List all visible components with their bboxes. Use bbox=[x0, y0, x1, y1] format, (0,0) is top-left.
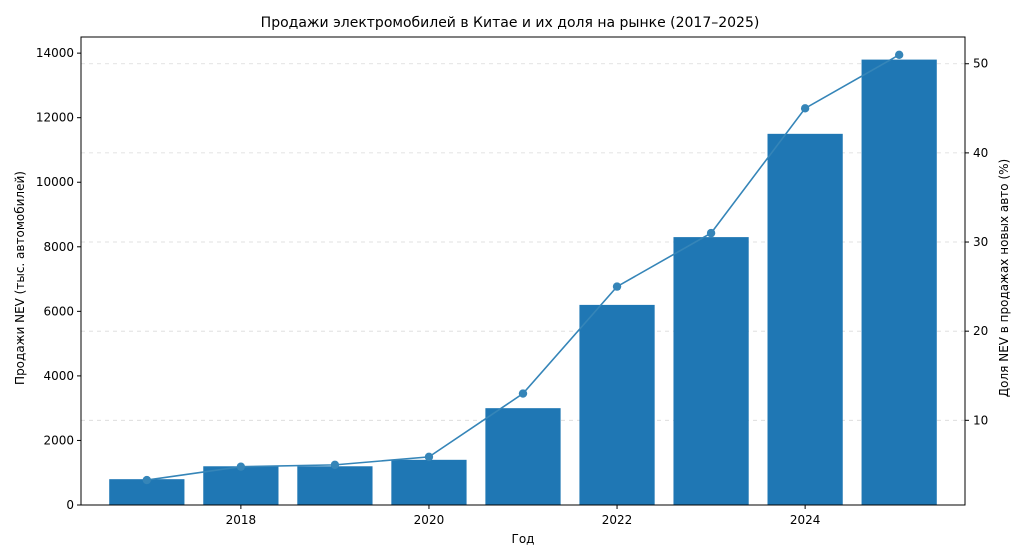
y2-tick-label: 30 bbox=[973, 235, 988, 249]
x-tick-label: 2022 bbox=[602, 513, 633, 527]
y-tick-label: 6000 bbox=[43, 304, 74, 318]
y-tick-label: 12000 bbox=[36, 111, 74, 125]
share-point bbox=[612, 282, 622, 291]
share-point bbox=[236, 462, 246, 471]
y2-axis-label: Доля NEV в продажах новых авто (%) bbox=[997, 159, 1011, 397]
share-point bbox=[518, 389, 528, 398]
bar bbox=[861, 59, 937, 505]
x-axis-label: Год bbox=[512, 532, 535, 546]
y-axis-label: Продажи NEV (тыс. автомобилей) bbox=[13, 171, 27, 385]
y-tick-label: 10000 bbox=[36, 175, 74, 189]
share-point bbox=[800, 104, 810, 113]
x-tick-label: 2018 bbox=[226, 513, 257, 527]
share-line bbox=[142, 50, 904, 485]
share-point bbox=[894, 50, 904, 60]
bars bbox=[109, 59, 937, 506]
axes bbox=[80, 36, 966, 506]
y2-tick-label: 20 bbox=[973, 324, 988, 338]
x-tick-label: 2020 bbox=[414, 513, 445, 527]
y2-tick-label: 10 bbox=[973, 413, 988, 427]
x-tick-label: 2024 bbox=[790, 513, 821, 527]
chart-title: Продажи электромобилей в Китае и их доля… bbox=[261, 15, 760, 31]
ticks: 2018 2020 2022 2024 0 2000 4000 6000 8000 10000 12… bbox=[36, 46, 988, 527]
y-tick-label: 14000 bbox=[36, 46, 74, 60]
y-tick-label: 2000 bbox=[43, 433, 74, 447]
share-point bbox=[330, 460, 340, 470]
bar bbox=[767, 133, 843, 506]
share-point bbox=[424, 452, 434, 462]
y2-tick-label: 40 bbox=[973, 146, 988, 160]
bar bbox=[485, 408, 561, 505]
y-tick-label: 0 bbox=[66, 498, 74, 512]
bar bbox=[391, 459, 467, 505]
share-point bbox=[142, 475, 152, 485]
plot-frame bbox=[80, 36, 966, 506]
y-tick-label: 4000 bbox=[43, 369, 74, 383]
bar bbox=[673, 237, 749, 505]
y-tick-label: 8000 bbox=[43, 240, 74, 254]
bar bbox=[203, 466, 279, 505]
bar bbox=[579, 304, 655, 505]
y2-tick-label: 50 bbox=[973, 57, 988, 71]
bar bbox=[297, 466, 373, 505]
share-point bbox=[706, 228, 716, 238]
